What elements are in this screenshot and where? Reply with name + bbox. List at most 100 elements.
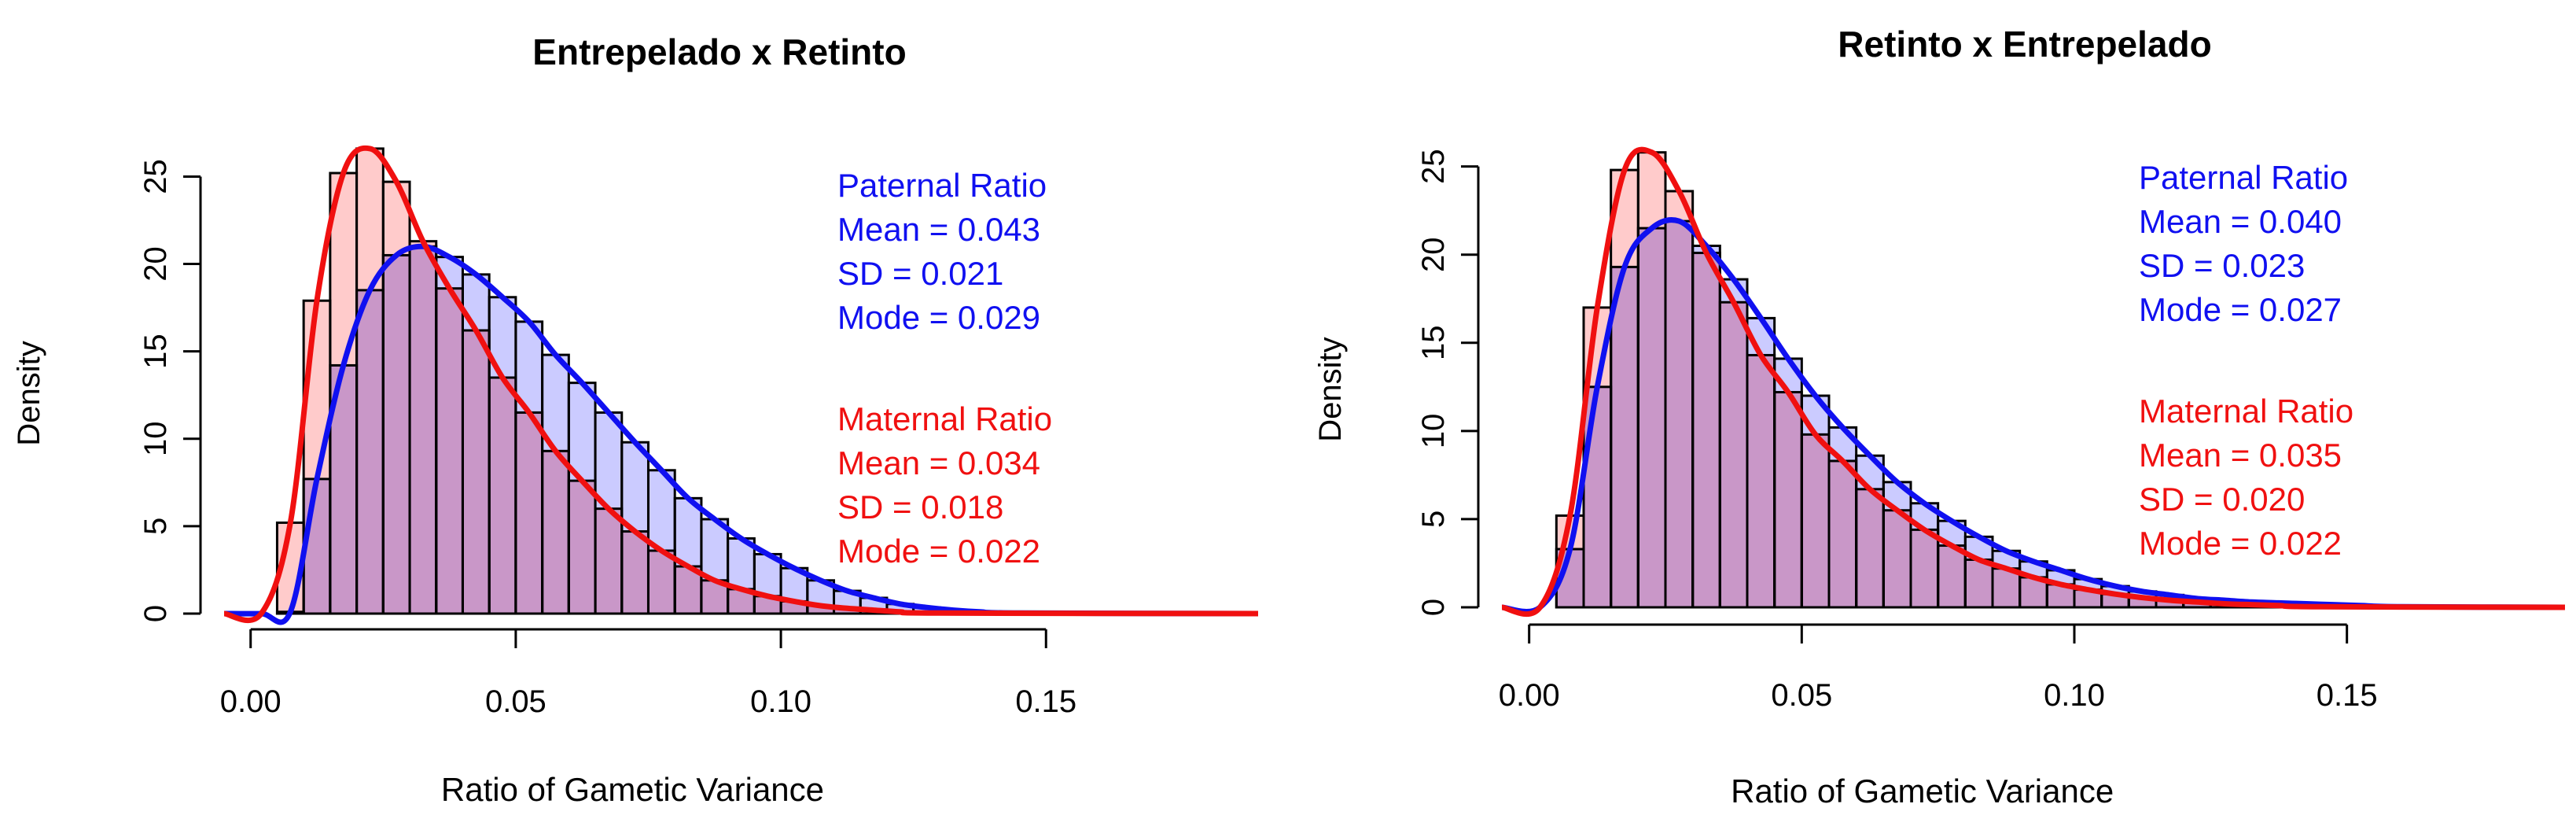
histogram-bar-paternal: [2129, 591, 2156, 598]
legend-maternal-line: SD = 0.020: [2139, 481, 2305, 518]
legend: Paternal Ratio Mean = 0.040 SD = 0.023 Mode…: [2139, 159, 2353, 562]
y-axis-label: Density: [12, 341, 46, 445]
histogram-bar-overlap: [2074, 589, 2102, 607]
histogram-bar-paternal: [1829, 427, 1857, 461]
histogram-bar-overlap: [1610, 267, 1639, 607]
legend-paternal-line: SD = 0.021: [837, 255, 1003, 292]
legend-maternal-line: SD = 0.018: [837, 489, 1003, 525]
x-tick-label: 0.05: [1771, 678, 1832, 713]
histogram-bar-paternal: [1801, 396, 1829, 435]
x-tick-label: 0.00: [220, 684, 282, 719]
histogram-bar-overlap: [304, 478, 330, 614]
y-axis: 0 5 10 15 20 25: [1416, 149, 1480, 616]
x-tick-label: 0.10: [750, 684, 811, 719]
chart-title: Entrepelado x Retinto: [532, 31, 906, 72]
y-tick-label: 0: [138, 605, 173, 622]
histogram-bar-overlap: [410, 246, 436, 614]
y-tick-label: 15: [1416, 326, 1451, 361]
x-tick-label: 0.10: [2044, 678, 2105, 713]
y-tick-label: 20: [1416, 237, 1451, 272]
y-tick-label: 15: [138, 334, 173, 369]
x-axis: 0.00 0.05 0.10 0.15: [220, 628, 1076, 719]
x-axis: 0.00 0.05 0.10 0.15: [1499, 623, 2378, 713]
legend-maternal-line: Mode = 0.022: [2139, 525, 2342, 562]
y-tick-label: 5: [1416, 511, 1451, 528]
histogram-bar-overlap: [1911, 529, 1938, 607]
chart-title: Retinto x Entrepelado: [1838, 24, 2211, 65]
histogram-bar-overlap: [356, 289, 384, 614]
density-curve-maternal: [1501, 146, 2566, 618]
y-axis-label: Density: [1313, 337, 1348, 441]
histogram-bar-paternal: [675, 498, 701, 566]
histogram-bars: [275, 147, 995, 615]
histogram-bar-overlap: [1829, 460, 1857, 607]
histogram-bar-overlap: [1993, 568, 2020, 607]
histogram-bar-overlap: [1747, 355, 1775, 607]
legend-paternal-line: Paternal Ratio: [2139, 159, 2348, 196]
histogram-bar-overlap: [489, 378, 516, 614]
histogram-bar-maternal: [356, 148, 384, 290]
legend-maternal-line: Maternal Ratio: [837, 400, 1052, 437]
density-curve-paternal: [223, 243, 1259, 625]
histogram-bar-overlap: [1720, 302, 1747, 607]
y-tick-label: 0: [1416, 599, 1451, 616]
chart-panel-left: Entrepelado x Retinto 0 5 10 15 20 25 Density 0.…: [12, 31, 1259, 808]
density-curve-maternal: [223, 145, 1259, 623]
legend-maternal-line: Mean = 0.034: [837, 444, 1040, 481]
histogram-bar-overlap: [1856, 489, 1884, 607]
histogram-bar-paternal: [886, 603, 914, 612]
y-tick-label: 10: [1416, 414, 1451, 449]
histogram-bar-paternal: [701, 519, 728, 581]
x-axis-label: Ratio of Gametic Variance: [441, 771, 824, 808]
histogram-bar-overlap: [383, 255, 410, 614]
histogram-bar-overlap: [1938, 545, 1966, 607]
chart-panel-right: Retinto x Entrepelado 0 5 10 15 20 25 Density 0.…: [1313, 24, 2566, 809]
legend-paternal-line: Mode = 0.027: [2139, 291, 2342, 328]
y-tick-label: 25: [138, 159, 173, 194]
histogram-bar-overlap: [1665, 221, 1693, 607]
histogram-bar-overlap: [807, 606, 834, 614]
legend-maternal-line: Mean = 0.035: [2139, 437, 2342, 474]
histogram-bar-overlap: [595, 508, 622, 614]
y-axis: 0 5 10 15 20 25: [138, 159, 202, 622]
histogram-bar-overlap: [1774, 392, 1802, 607]
x-tick-label: 0.15: [1015, 684, 1076, 719]
legend-paternal-line: Paternal Ratio: [837, 167, 1047, 204]
histogram-bar-overlap: [2156, 600, 2184, 607]
histogram-bar-overlap: [1692, 253, 1720, 607]
x-axis-label: Ratio of Gametic Variance: [1731, 773, 2114, 809]
histogram-bar-overlap: [1638, 228, 1665, 607]
y-tick-label: 5: [138, 518, 173, 535]
histogram-bar-paternal: [569, 382, 596, 481]
legend-paternal-line: Mean = 0.040: [2139, 203, 2342, 240]
x-tick-label: 0.05: [485, 684, 546, 719]
histogram-bar-maternal: [1638, 152, 1665, 229]
histogram-bar-maternal: [383, 182, 410, 256]
histogram-bar-paternal: [595, 412, 622, 509]
y-tick-label: 25: [1416, 149, 1451, 184]
histogram-bar-paternal: [1856, 455, 1884, 489]
histogram-bar-overlap: [1883, 510, 1911, 607]
histogram-bar-overlap: [1584, 386, 1611, 607]
x-tick-label: 0.15: [2317, 678, 2378, 713]
histogram-bar-overlap: [515, 412, 543, 614]
histogram-bar-overlap: [436, 288, 463, 614]
histogram-bar-paternal: [621, 442, 649, 532]
legend: Paternal Ratio Mean = 0.043 SD = 0.021 Mode…: [837, 167, 1052, 570]
histogram-bar-overlap: [569, 481, 596, 614]
histogram-bar-overlap: [648, 551, 675, 614]
histogram-bar-overlap: [754, 596, 782, 614]
histogram-bar-paternal: [2101, 586, 2129, 595]
legend-paternal-line: SD = 0.023: [2139, 247, 2305, 284]
histogram-bar-overlap: [542, 451, 569, 614]
legend-paternal-line: Mode = 0.029: [837, 299, 1040, 336]
histogram-bar-overlap: [1801, 434, 1829, 607]
x-tick-label: 0.00: [1499, 678, 1560, 713]
legend-maternal-line: Mode = 0.022: [837, 533, 1040, 570]
histogram-bar-overlap: [621, 531, 649, 614]
histogram-bar-overlap: [1965, 559, 1993, 607]
histogram-bar-overlap: [462, 330, 490, 614]
legend-maternal-line: Maternal Ratio: [2139, 393, 2353, 430]
legend-paternal-line: Mean = 0.043: [837, 211, 1040, 248]
